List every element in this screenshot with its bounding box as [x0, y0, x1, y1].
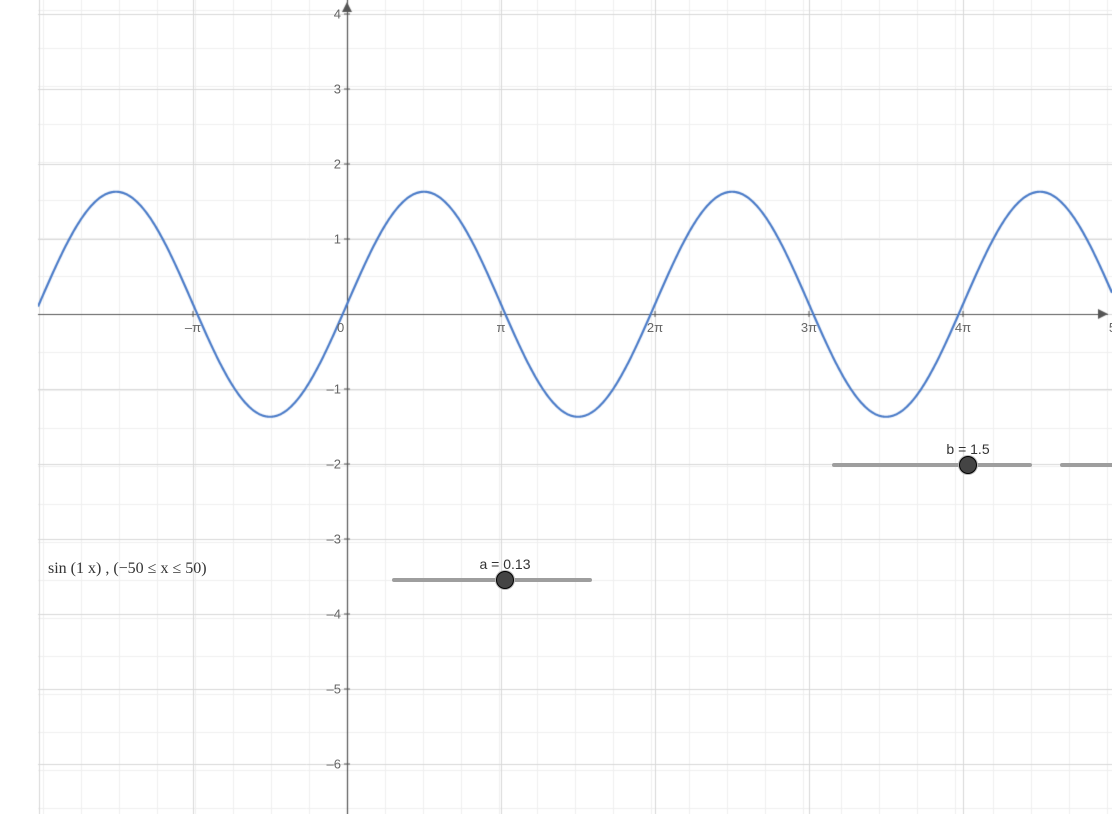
y-tick-label: –3: [327, 532, 341, 547]
origin-label: 0: [337, 320, 344, 335]
graph-canvas[interactable]: [0, 0, 1112, 814]
slider-a-label: a = 0.13: [480, 556, 531, 572]
y-tick-label: 1: [334, 232, 341, 247]
y-tick-label: 3: [334, 82, 341, 97]
slider-b-track[interactable]: [832, 463, 1032, 467]
x-tick-label: –π: [185, 320, 201, 335]
y-tick-label: 2: [334, 157, 341, 172]
y-tick-label: –6: [327, 757, 341, 772]
slider-c-track[interactable]: [1060, 463, 1112, 467]
y-tick-label: –5: [327, 682, 341, 697]
x-tick-label: 3π: [801, 320, 817, 335]
slider-b-knob[interactable]: [959, 456, 977, 474]
slider-b-label: b = 1.5: [946, 441, 989, 457]
y-tick-label: –4: [327, 607, 341, 622]
slider-a-track[interactable]: [392, 578, 592, 582]
x-tick-label: 2π: [647, 320, 663, 335]
x-tick-label: 4π: [955, 320, 971, 335]
function-expression: sin (1 x) , (−50 ≤ x ≤ 50): [48, 560, 207, 578]
x-tick-label: π: [497, 320, 506, 335]
y-tick-label: 4: [334, 7, 341, 22]
y-tick-label: –2: [327, 457, 341, 472]
y-tick-label: –1: [327, 382, 341, 397]
slider-a-knob[interactable]: [496, 571, 514, 589]
